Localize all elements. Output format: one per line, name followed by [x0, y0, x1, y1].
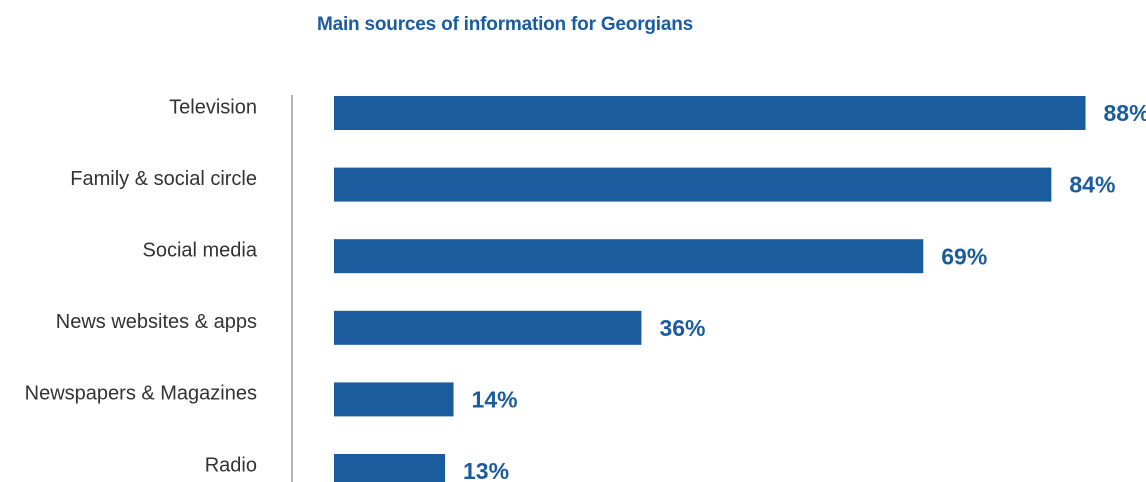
value-label-1: 84% [1069, 172, 1115, 198]
chart-title: Main sources of information for Georgian… [316, 14, 694, 35]
bar-1 [334, 167, 1052, 202]
bar-3 [334, 310, 642, 345]
category-label-0: Television [169, 96, 257, 118]
value-labels-group: 88% 84% 69% 36% 14% 13% [463, 100, 1146, 482]
value-label-3: 36% [659, 315, 705, 341]
bar-0 [334, 96, 1086, 130]
bars-group [334, 96, 1086, 482]
category-label-1: Family & social circle [70, 168, 257, 190]
category-label-4: Newspapers & Magazines [25, 383, 257, 405]
bar-5 [334, 454, 446, 482]
value-label-4: 14% [472, 386, 518, 412]
value-label-5: 13% [463, 458, 509, 482]
category-label-5: Radio [205, 454, 257, 476]
bar-4 [334, 382, 454, 417]
category-label-3: News websites & apps [56, 311, 257, 333]
value-label-0: 88% [1104, 100, 1146, 126]
category-labels-group: Television Family & social circle Social m… [25, 96, 258, 476]
bar-2 [334, 239, 924, 274]
category-label-2: Social media [142, 239, 257, 261]
value-label-2: 69% [941, 243, 987, 269]
